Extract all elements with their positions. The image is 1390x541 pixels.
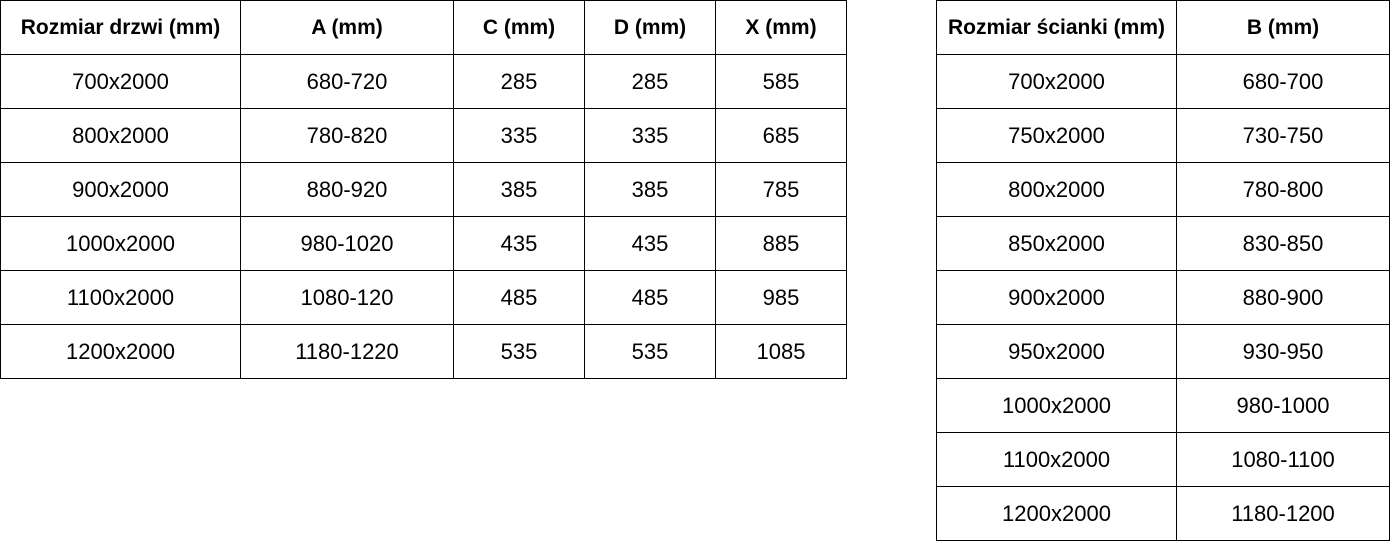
table-cell: 1100x2000 (0, 270, 241, 325)
table-cell: 1000x2000 (936, 378, 1177, 433)
table-row: 1000x2000 980-1000 (936, 378, 1390, 433)
table-cell: 700x2000 (936, 54, 1177, 109)
column-header: A (mm) (240, 0, 454, 55)
table-row: 700x2000 680-720 285 285 585 (0, 54, 847, 109)
table-cell: 800x2000 (936, 162, 1177, 217)
table-row: 900x2000 880-920 385 385 785 (0, 162, 847, 217)
table-cell: 585 (715, 54, 847, 109)
table-cell: 335 (584, 108, 716, 163)
table-row: 1200x2000 1180-1200 (936, 486, 1390, 541)
door-size-table: Rozmiar drzwi (mm) A (mm) C (mm) D (mm) X (m… (0, 0, 847, 379)
table-cell: 780-820 (240, 108, 454, 163)
table-cell: 1080-120 (240, 270, 454, 325)
table-cell: 385 (453, 162, 585, 217)
table-cell: 1085 (715, 324, 847, 379)
column-header: Rozmiar ścianki (mm) (936, 0, 1177, 55)
table-cell: 1080-1100 (1176, 432, 1390, 487)
table-cell: 900x2000 (0, 162, 241, 217)
table-cell: 900x2000 (936, 270, 1177, 325)
table-cell: 485 (584, 270, 716, 325)
table-cell: 885 (715, 216, 847, 271)
table-cell: 980-1020 (240, 216, 454, 271)
table-cell: 435 (453, 216, 585, 271)
table-cell: 1200x2000 (936, 486, 1177, 541)
table-header-row: Rozmiar ścianki (mm) B (mm) (936, 0, 1390, 55)
table-cell: 780-800 (1176, 162, 1390, 217)
table-header-row: Rozmiar drzwi (mm) A (mm) C (mm) D (mm) X (m… (0, 0, 847, 55)
table-row: 900x2000 880-900 (936, 270, 1390, 325)
table-cell: 680-720 (240, 54, 454, 109)
table-cell: 285 (453, 54, 585, 109)
table-cell: 680-700 (1176, 54, 1390, 109)
table-cell: 335 (453, 108, 585, 163)
table-cell: 850x2000 (936, 216, 1177, 271)
column-header: D (mm) (584, 0, 716, 55)
table-cell: 285 (584, 54, 716, 109)
table-cell: 685 (715, 108, 847, 163)
table-cell: 750x2000 (936, 108, 1177, 163)
table-cell: 1200x2000 (0, 324, 241, 379)
table-row: 1100x2000 1080-1100 (936, 432, 1390, 487)
table-cell: 385 (584, 162, 716, 217)
table-cell: 950x2000 (936, 324, 1177, 379)
table-cell: 930-950 (1176, 324, 1390, 379)
table-cell: 830-850 (1176, 216, 1390, 271)
wall-size-table: Rozmiar ścianki (mm) B (mm) 700x2000 680-7… (936, 0, 1390, 541)
table-cell: 1180-1200 (1176, 486, 1390, 541)
table-row: 950x2000 930-950 (936, 324, 1390, 379)
table-row: 800x2000 780-820 335 335 685 (0, 108, 847, 163)
table-cell: 535 (584, 324, 716, 379)
table-cell: 700x2000 (0, 54, 241, 109)
table-row: 750x2000 730-750 (936, 108, 1390, 163)
column-header: Rozmiar drzwi (mm) (0, 0, 241, 55)
table-cell: 730-750 (1176, 108, 1390, 163)
table-row: 1000x2000 980-1020 435 435 885 (0, 216, 847, 271)
table-cell: 880-920 (240, 162, 454, 217)
table-cell: 435 (584, 216, 716, 271)
column-header: C (mm) (453, 0, 585, 55)
table-cell: 800x2000 (0, 108, 241, 163)
table-cell: 980-1000 (1176, 378, 1390, 433)
table-cell: 785 (715, 162, 847, 217)
table-cell: 1100x2000 (936, 432, 1177, 487)
table-cell: 1180-1220 (240, 324, 454, 379)
table-cell: 485 (453, 270, 585, 325)
table-row: 1100x2000 1080-120 485 485 985 (0, 270, 847, 325)
table-cell: 535 (453, 324, 585, 379)
table-row: 800x2000 780-800 (936, 162, 1390, 217)
table-row: 850x2000 830-850 (936, 216, 1390, 271)
column-header: B (mm) (1176, 0, 1390, 55)
table-row: 700x2000 680-700 (936, 54, 1390, 109)
column-header: X (mm) (715, 0, 847, 55)
table-cell: 880-900 (1176, 270, 1390, 325)
table-cell: 985 (715, 270, 847, 325)
table-cell: 1000x2000 (0, 216, 241, 271)
table-row: 1200x2000 1180-1220 535 535 1085 (0, 324, 847, 379)
